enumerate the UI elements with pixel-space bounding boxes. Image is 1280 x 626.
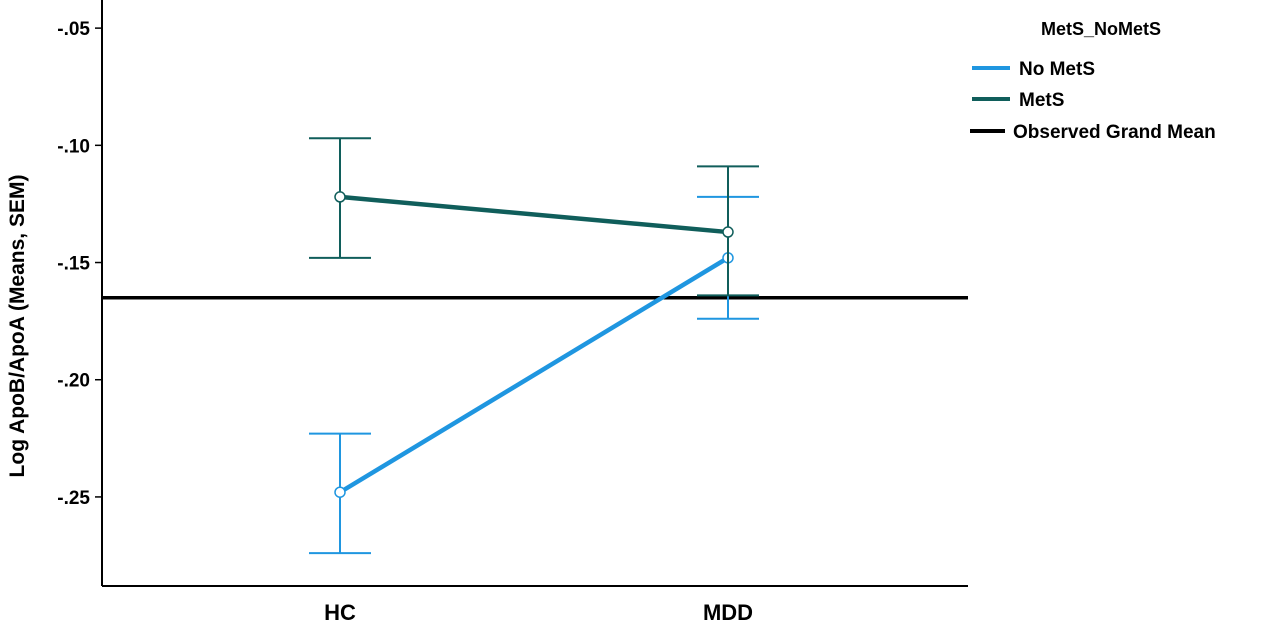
- x-tick-label: MDD: [703, 600, 753, 625]
- series-line: [339, 194, 729, 235]
- legend-label: Observed Grand Mean: [1013, 122, 1216, 143]
- data-point: [334, 486, 346, 498]
- legend-label: MetS: [1019, 90, 1064, 111]
- y-tick-label: -.10: [57, 136, 90, 157]
- x-tick-label: HC: [324, 600, 356, 625]
- y-tick-label: -.25: [57, 488, 90, 509]
- y-tick-label: -.05: [57, 19, 90, 40]
- series-layer: [309, 137, 759, 555]
- legend-title: MetS_NoMetS: [1041, 19, 1161, 39]
- legend: MetS_NoMetS No MetS MetS Observed Grand Me…: [970, 19, 1216, 143]
- data-point: [722, 226, 734, 238]
- series-no-mets: [309, 195, 759, 555]
- y-tick-label: -.15: [57, 254, 90, 275]
- series-mets: [309, 137, 759, 297]
- axes-layer: -.05 -.10 -.15 -.20 -.25 HC MDD: [57, 0, 968, 625]
- legend-label: No MetS: [1019, 59, 1095, 80]
- data-point: [334, 191, 346, 203]
- y-axis-label: Log ApoB/ApoA (Means, SEM): [6, 175, 29, 478]
- series-line: [338, 255, 730, 495]
- y-tick-label: -.20: [57, 371, 90, 392]
